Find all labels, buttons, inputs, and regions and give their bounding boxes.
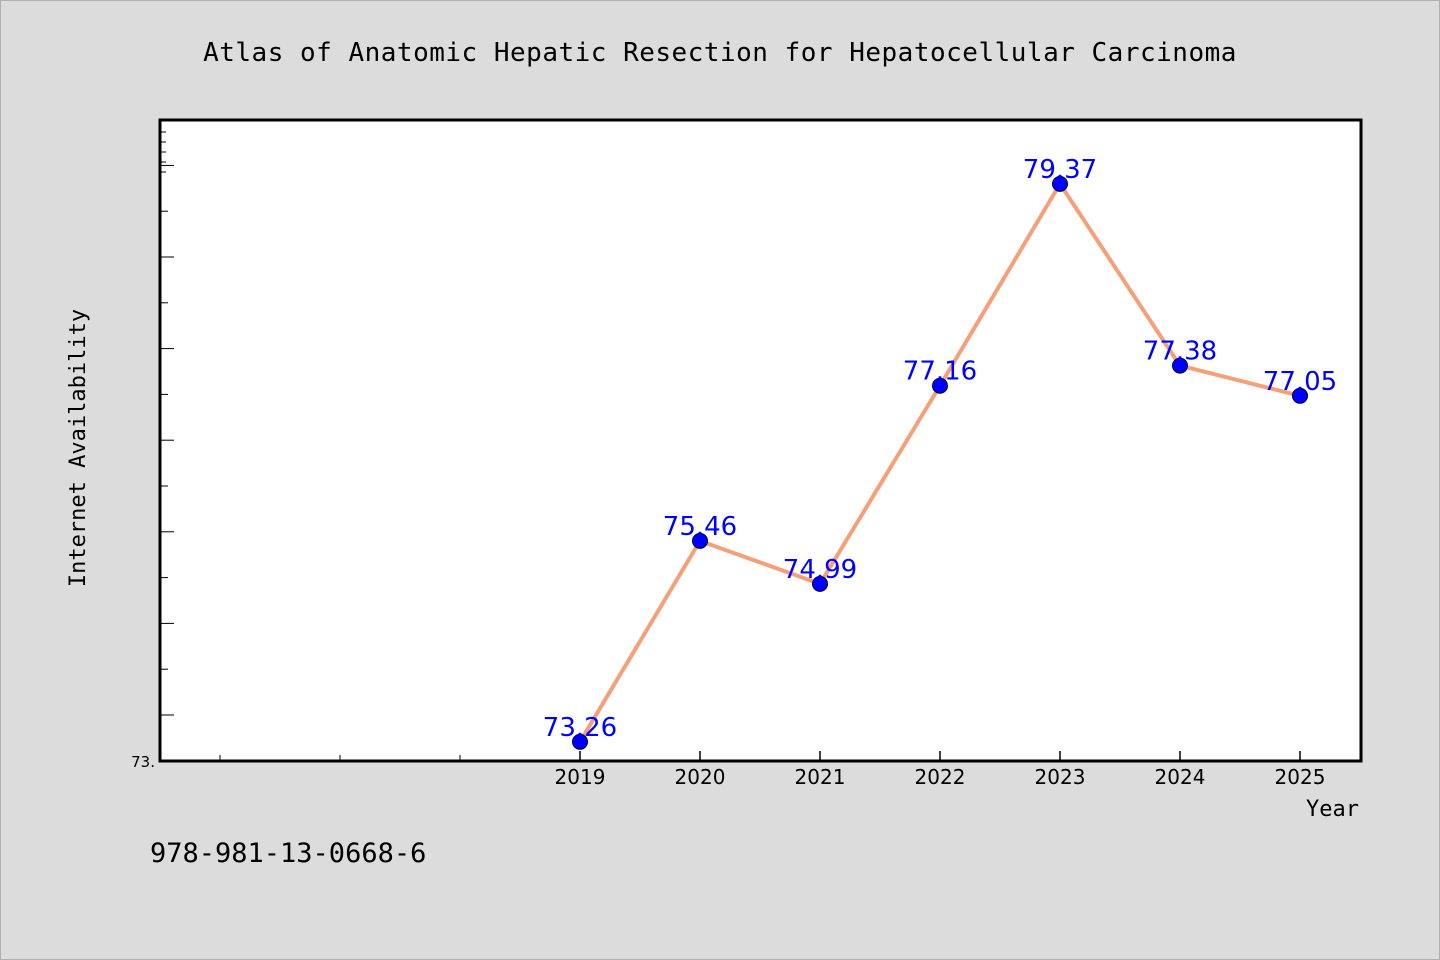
data-label: 79.37 bbox=[1023, 155, 1097, 185]
data-point bbox=[1292, 387, 1308, 404]
x-tick-labels: 2019 2020 2021 2022 2023 2024 2025 bbox=[555, 765, 1326, 789]
x-tick-label: 2020 bbox=[675, 765, 726, 789]
x-tick-label: 2019 bbox=[555, 765, 606, 789]
x-tick-label: 2023 bbox=[1035, 765, 1086, 789]
x-tick-label: 2021 bbox=[795, 765, 846, 789]
data-label: 74.99 bbox=[783, 555, 857, 585]
data-point bbox=[932, 377, 948, 394]
y-axis-ticks bbox=[160, 131, 174, 716]
isbn-text: 978-981-13-0668-6 bbox=[150, 838, 426, 869]
data-label: 77.38 bbox=[1143, 337, 1217, 367]
data-point bbox=[1172, 357, 1188, 374]
data-point bbox=[572, 733, 588, 750]
data-label: 77.16 bbox=[903, 357, 977, 387]
chart-title: Atlas of Anatomic Hepatic Resection for … bbox=[203, 38, 1237, 68]
data-point bbox=[812, 575, 828, 592]
data-label: 73.26 bbox=[543, 713, 617, 743]
data-point bbox=[692, 532, 708, 549]
data-labels: 73.26 75.46 74.99 77.16 79.37 77.38 77.05 bbox=[543, 155, 1337, 743]
x-tick-label: 2024 bbox=[1155, 765, 1206, 789]
series-markers bbox=[572, 175, 1308, 750]
x-axis-label: Year bbox=[1306, 797, 1359, 822]
x-tick-label: 2025 bbox=[1275, 765, 1326, 789]
data-point bbox=[1052, 175, 1068, 192]
x-axis-minor-ticks bbox=[219, 755, 461, 761]
data-label: 75.46 bbox=[663, 512, 737, 542]
y-tick-label: 73. bbox=[131, 753, 155, 771]
data-label: 77.05 bbox=[1263, 367, 1337, 397]
y-axis-label: Internet Availability bbox=[66, 309, 91, 587]
x-tick-label: 2022 bbox=[915, 765, 966, 789]
plot-area bbox=[158, 118, 1363, 763]
x-axis-ticks bbox=[579, 751, 1301, 761]
